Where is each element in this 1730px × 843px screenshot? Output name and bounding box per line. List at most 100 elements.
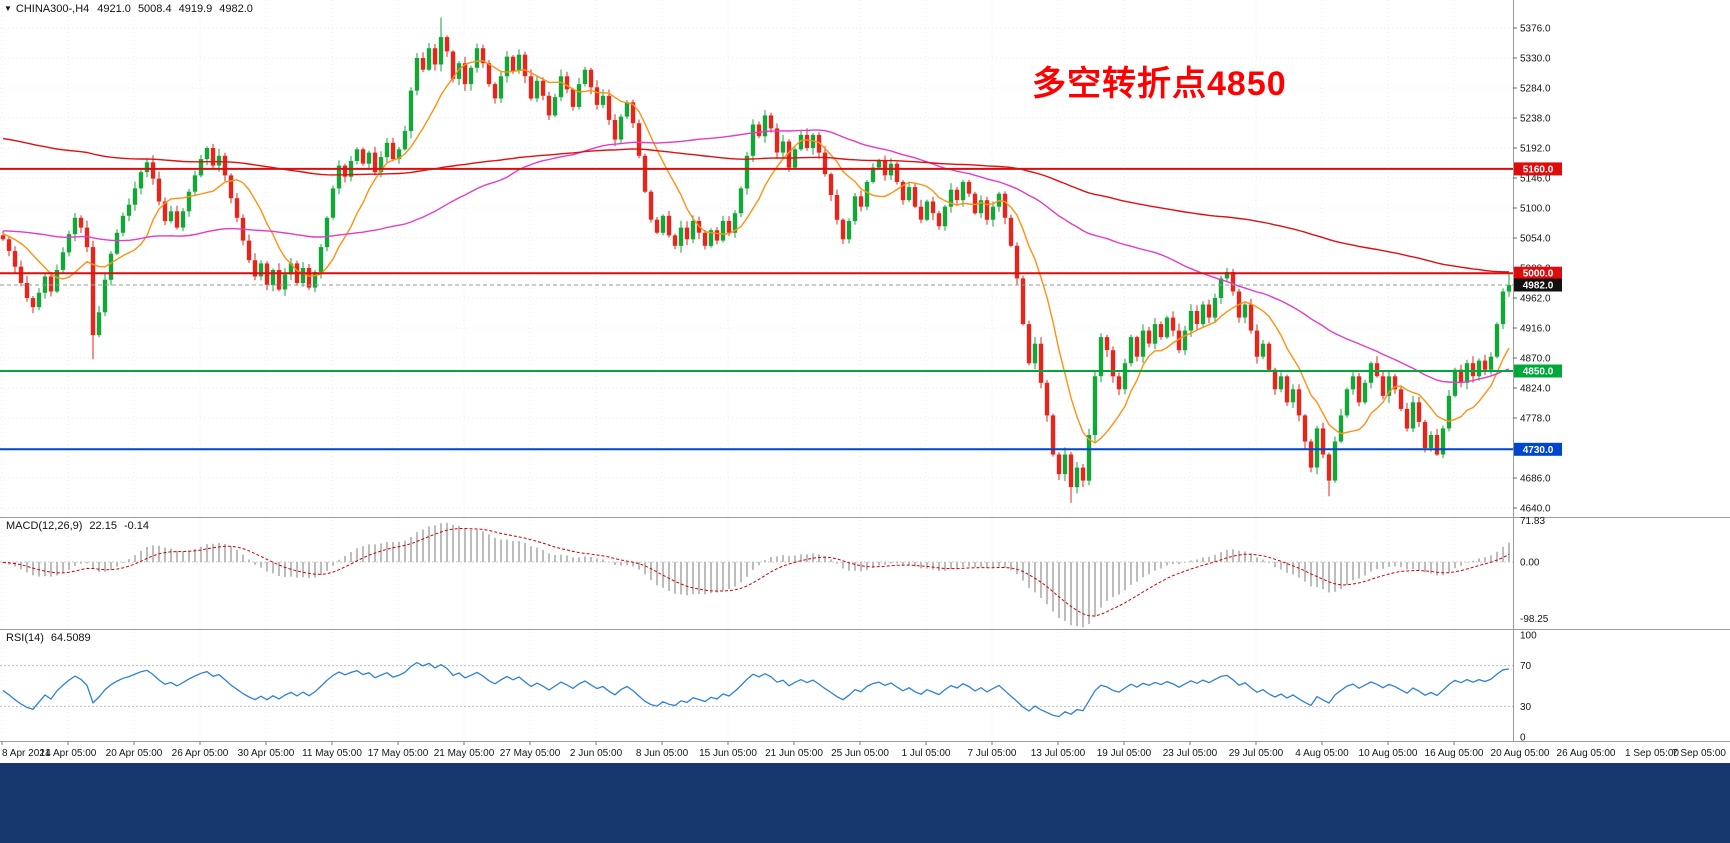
candle-body [96,312,102,336]
price-tick-label: 5054.0 [1520,234,1551,245]
time-label: 2 Jun 05:00 [570,748,623,759]
candle-body [300,268,306,283]
candle-body [1050,415,1056,455]
candle-body [738,188,744,214]
candle-body [126,204,132,216]
candle-body [594,87,600,105]
candle-body [726,221,732,233]
price-tick-label: 5100.0 [1520,204,1551,215]
chart-header: ▼ CHINA300-,H4 4921.0 5008.4 4919.9 4982.0 [4,3,260,15]
candle-body [1506,285,1512,292]
candle-body [522,54,528,77]
candle-body [60,252,66,270]
candle-body [1152,324,1158,344]
candle-body [906,187,912,201]
price-tick-label: 4640.0 [1520,504,1551,515]
candle-body [192,175,198,192]
candle-body [840,219,846,240]
candle-body [1356,376,1362,403]
candle-body [1206,304,1212,318]
candle-body [714,230,720,241]
candle-body [570,89,576,107]
badge-rect [1514,364,1562,378]
ma-slow-line [2,137,1510,273]
macd-signal-line [2,528,1510,617]
candle-body [1410,402,1416,429]
candle-body [732,213,738,233]
candle-body [234,198,240,218]
candle-body [1020,278,1026,325]
candle-body [1368,363,1374,383]
candle-body [1224,271,1230,279]
candle-body [612,120,618,140]
candle-body [552,97,558,116]
time-label: 14 Apr 05:00 [40,748,97,759]
candle-body [438,37,444,65]
candle-body [756,124,762,137]
ma-fast-line [2,59,1510,444]
rsi-line [2,661,1510,718]
candle-body [114,232,120,254]
ohlc-close: 4982.0 [219,3,253,15]
candle-body [846,221,852,240]
candle-body [258,263,264,277]
time-label: 21 Jun 05:00 [765,748,823,759]
price-tick-label: 5192.0 [1520,144,1551,155]
time-label: 26 Apr 05:00 [172,748,229,759]
candle-body [120,215,126,233]
candle-body [456,63,462,79]
candle-body [744,155,750,189]
chart-menu-toggle-icon[interactable]: ▼ [4,4,12,13]
candle-body [1002,193,1008,218]
candle-body [252,260,258,277]
candle-body [1104,337,1110,351]
candle-body [0,235,6,240]
candle-body [1266,343,1272,370]
candle-body [168,211,174,222]
candle-body [1008,217,1014,246]
candle-body [582,69,588,84]
bottom-taskbar [0,763,1730,843]
candle-body [690,221,696,240]
candle-body [960,181,966,201]
rsi-indicator-name: RSI(14) [6,632,44,644]
candle-body [84,227,90,248]
candle-body [138,172,144,189]
candle-body [1308,441,1314,468]
candle-body [618,116,624,140]
candle-body [972,193,978,214]
candle-body [816,135,822,153]
time-label: 4 Aug 05:00 [1295,748,1349,759]
candle-body [462,63,468,85]
candle-body [372,152,378,173]
macd-axis-label: 71.83 [1520,516,1545,527]
candle-body [546,95,552,116]
badge-label: 4850.0 [1523,367,1554,378]
candle-body [1146,330,1152,344]
macd-value-main: 22.15 [89,520,117,532]
candle-body [78,217,84,228]
candle-body [780,141,786,153]
time-label: 8 Apr 2021 [2,748,51,759]
candle-body [1092,376,1098,435]
rsi-axis-label: 100 [1520,631,1537,642]
candle-body [354,149,360,161]
candle-body [1362,382,1368,403]
price-tick-label: 5238.0 [1520,114,1551,125]
time-label: 19 Jul 05:00 [1097,748,1152,759]
candle-body [1326,454,1332,481]
candle-body [642,155,648,192]
axis-price-badge: 4850.0 [1514,364,1562,378]
candle-body [204,148,210,160]
candle-body [822,152,828,175]
candle-body [336,165,342,189]
time-label: 1 Jul 05:00 [902,748,951,759]
candle-body [324,217,330,248]
candle-body [504,56,510,77]
candle-body [894,163,900,182]
candle-body [1170,317,1176,331]
candle-body [1464,363,1470,383]
candle-body [132,188,138,205]
